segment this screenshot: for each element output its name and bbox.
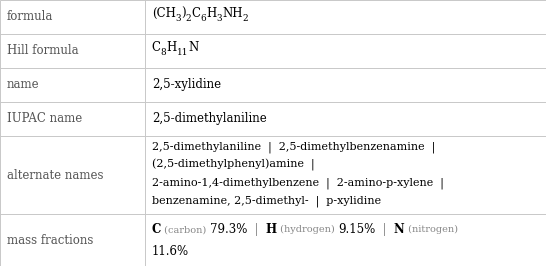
Text: ): ) xyxy=(181,7,186,20)
Text: 8: 8 xyxy=(161,48,167,57)
Text: 2-amino-1,4-dimethylbenzene  |  2-amino-p-xylene  |: 2-amino-1,4-dimethylbenzene | 2-amino-p-… xyxy=(152,178,444,189)
Text: N: N xyxy=(394,223,405,236)
Text: formula: formula xyxy=(7,10,54,23)
Text: C: C xyxy=(192,7,200,20)
Text: H: H xyxy=(206,7,216,20)
Text: |: | xyxy=(375,223,394,236)
Text: (nitrogen): (nitrogen) xyxy=(405,225,458,234)
Text: Hill formula: Hill formula xyxy=(7,44,79,57)
Text: 11.6%: 11.6% xyxy=(152,245,189,258)
Text: 3: 3 xyxy=(216,14,222,23)
Text: (2,5-dimethylphenyl)amine  |: (2,5-dimethylphenyl)amine | xyxy=(152,159,314,171)
Text: 2,5-dimethylaniline  |  2,5-dimethylbenzenamine  |: 2,5-dimethylaniline | 2,5-dimethylbenzen… xyxy=(152,141,435,153)
Text: 6: 6 xyxy=(200,14,206,23)
Text: name: name xyxy=(7,78,40,92)
Text: H: H xyxy=(266,223,277,236)
Text: C: C xyxy=(152,223,161,236)
Text: mass fractions: mass fractions xyxy=(7,234,93,247)
Text: 79.3%: 79.3% xyxy=(210,223,247,236)
Text: C: C xyxy=(152,41,161,54)
Text: alternate names: alternate names xyxy=(7,169,104,182)
Text: 11: 11 xyxy=(177,48,188,57)
Text: (CH: (CH xyxy=(152,7,176,20)
Text: NH: NH xyxy=(222,7,242,20)
Text: (hydrogen): (hydrogen) xyxy=(277,225,338,234)
Text: 3: 3 xyxy=(176,14,181,23)
Text: 2,5-dimethylaniline: 2,5-dimethylaniline xyxy=(152,113,266,126)
Text: N: N xyxy=(188,41,198,54)
Text: benzenamine, 2,5-dimethyl-  |  p-xylidine: benzenamine, 2,5-dimethyl- | p-xylidine xyxy=(152,196,381,207)
Text: 2: 2 xyxy=(186,14,192,23)
Text: |: | xyxy=(247,223,266,236)
Text: 2,5-xylidine: 2,5-xylidine xyxy=(152,78,221,92)
Text: 2: 2 xyxy=(242,14,248,23)
Text: 9.15%: 9.15% xyxy=(338,223,375,236)
Text: IUPAC name: IUPAC name xyxy=(7,113,82,126)
Text: (carbon): (carbon) xyxy=(161,225,210,234)
Text: H: H xyxy=(167,41,177,54)
